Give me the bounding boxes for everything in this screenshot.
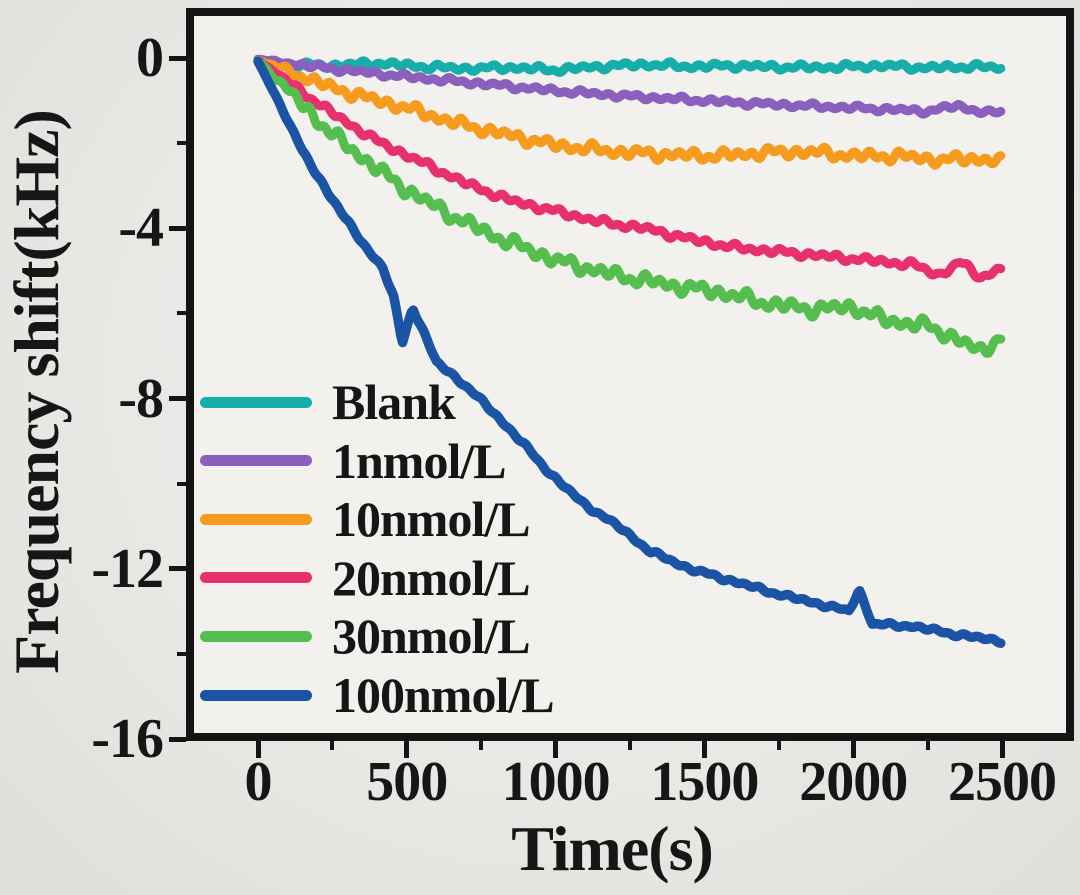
y-major-tick <box>169 225 186 231</box>
x-major-tick <box>404 741 410 758</box>
x-tick-label: 0 <box>244 751 273 813</box>
y-major-tick <box>169 396 186 401</box>
series-line-30nmol-l <box>253 56 1006 358</box>
series-line-blank <box>253 54 1006 77</box>
y-tick-label: -16 <box>91 708 164 770</box>
y-minor-tick <box>177 481 186 486</box>
series-line-100nmol-l <box>253 56 1006 648</box>
x-minor-tick <box>925 741 930 750</box>
x-major-tick <box>255 741 261 758</box>
x-tick-label: 2000 <box>799 751 908 813</box>
x-major-tick <box>553 741 559 758</box>
y-tick-label: -8 <box>118 367 164 430</box>
line-curves <box>253 54 1006 648</box>
x-minor-tick <box>628 741 632 750</box>
x-minor-tick <box>330 741 335 750</box>
x-tick-label: 2500 <box>948 751 1057 813</box>
x-tick-label: 1000 <box>501 751 611 813</box>
x-minor-tick <box>479 741 484 750</box>
y-major-tick <box>169 566 186 572</box>
series-line-1nmol-l <box>253 54 1006 119</box>
series-line-10nmol-l <box>253 55 1006 170</box>
y-major-tick <box>169 55 186 61</box>
y-minor-tick <box>177 311 186 316</box>
y-tick-label: -12 <box>91 537 164 600</box>
x-minor-tick <box>776 741 781 750</box>
series-line-20nmol-l <box>253 55 1006 283</box>
y-minor-tick <box>177 141 186 146</box>
y-minor-tick <box>177 651 186 656</box>
x-axis-title: Time(s) <box>511 813 714 884</box>
x-tick-label: 500 <box>366 751 448 813</box>
y-major-tick <box>169 736 186 742</box>
y-tick-label: -4 <box>118 197 164 260</box>
x-major-tick <box>701 741 707 758</box>
plot-area: Blank 1nmol/L 10nmol/L 20nmol/L 30nmol/L… <box>186 8 1074 741</box>
x-major-tick <box>999 741 1005 758</box>
x-tick-label: 1500 <box>650 751 759 813</box>
y-tick-label: 0 <box>136 27 164 89</box>
x-major-tick <box>850 741 856 758</box>
